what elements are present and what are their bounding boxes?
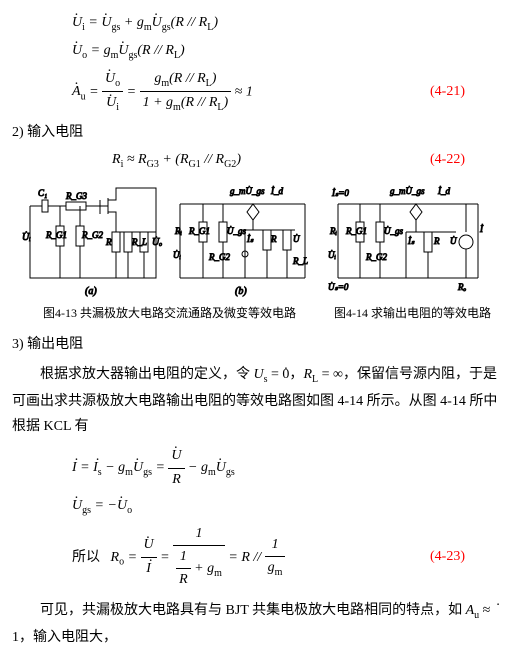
equation-7: 所以 Ro = UI = 1 1R + gm = R // 1gm (4-23): [72, 523, 505, 592]
svg-text:R_G2: R_G2: [365, 252, 387, 262]
svg-text:İ: İ: [479, 224, 484, 234]
svg-text:R_L: R_L: [131, 237, 147, 247]
svg-text:U̇_gs: U̇_gs: [227, 226, 246, 236]
svg-text:U̇ᵢ: U̇ᵢ: [328, 250, 336, 260]
svg-text:İₛ: İₛ: [407, 236, 415, 246]
svg-text:U̇: U̇: [450, 236, 457, 246]
svg-text:R: R: [270, 234, 277, 244]
svg-text:g_mU̇_gs: g_mU̇_gs: [390, 186, 425, 196]
figure-4-14: İₛ=0 g_mU̇_gs İ_d Rᵢ U̇_gs R_G1 R_G2 İₛ …: [328, 182, 498, 323]
svg-text:U̇: U̇: [293, 234, 300, 244]
eq-number-4-22: (4-22): [430, 149, 505, 171]
circuit-a-b-svg: C₁ R_G3 U̇ᵢ R_G1 R_G2 R R_L U̇ₒ (a): [20, 182, 320, 302]
figures-row: C₁ R_G3 U̇ᵢ R_G1 R_G2 R R_L U̇ₒ (a): [12, 182, 505, 323]
svg-text:U̇_gs: U̇_gs: [384, 226, 403, 236]
equation-3: Au = UoUi = gm(R // RL)1 + gm(R // RL) ≈…: [72, 68, 505, 117]
svg-text:U̇ᵢ: U̇ᵢ: [173, 250, 181, 260]
section-2-heading: 2) 输入电阻: [12, 122, 505, 144]
svg-text:R: R: [433, 236, 440, 246]
svg-text:(b): (b): [235, 286, 247, 297]
figure-4-14-caption: 图4-14 求输出电阻的等效电路: [334, 304, 491, 323]
svg-text:İₛ=0: İₛ=0: [331, 188, 349, 198]
svg-text:R_G2: R_G2: [81, 230, 103, 240]
section-3-heading: 3) 输出电阻: [12, 334, 505, 356]
svg-text:Rᵢ: Rᵢ: [329, 226, 337, 236]
svg-text:R_G1: R_G1: [45, 230, 67, 240]
svg-text:U̇ᵢ: U̇ᵢ: [22, 232, 31, 244]
equation-4: Ri ≈ RG3 + (RG1 // RG2) (4-22): [112, 149, 505, 173]
svg-text:U̇ₛ=0: U̇ₛ=0: [328, 282, 349, 292]
svg-text:(a): (a): [85, 286, 97, 297]
svg-text:R_G3: R_G3: [65, 191, 87, 201]
paragraph-1: 根据求放大器输出电阻的定义，令 Us = 0，RL = ∞，保留信号源内阻，于是…: [12, 362, 505, 439]
svg-text:Rₒ: Rₒ: [457, 282, 466, 292]
figure-4-13-caption: 图4-13 共漏极放大电路交流通路及微变等效电路: [43, 304, 296, 323]
paragraph-2: 可见，共漏极放大电路具有与 BJT 共集电极放大电路相同的特点，如 Au ≈ 1…: [12, 598, 505, 650]
svg-text:Rᵢ: Rᵢ: [174, 226, 182, 236]
equation-6: Ugs = −Uo: [72, 495, 505, 519]
equation-5: I = Is − gmUgs = UR − gmUgs: [72, 445, 505, 491]
figure-4-13: C₁ R_G3 U̇ᵢ R_G1 R_G2 R R_L U̇ₒ (a): [20, 182, 320, 323]
svg-text:R: R: [105, 237, 112, 247]
svg-text:R_G2: R_G2: [208, 252, 230, 262]
eq-number-4-21: (4-21): [430, 81, 505, 103]
equation-1: Ui = Ugs + gmUgs(R // RL): [72, 12, 505, 36]
svg-text:İ_d: İ_d: [270, 186, 283, 196]
svg-text:İₛ: İₛ: [246, 234, 254, 244]
svg-text:İ_d: İ_d: [437, 186, 450, 196]
equation-2: Uo = gmUgs(R // RL): [72, 40, 505, 64]
svg-text:R_G1: R_G1: [188, 226, 210, 236]
svg-text:R_G1: R_G1: [345, 226, 367, 236]
eq-number-4-23: (4-23): [430, 546, 505, 568]
svg-text:C₁: C₁: [38, 188, 47, 198]
svg-text:U̇ₒ: U̇ₒ: [152, 237, 162, 249]
svg-text:R_L: R_L: [292, 256, 308, 266]
circuit-c-svg: İₛ=0 g_mU̇_gs İ_d Rᵢ U̇_gs R_G1 R_G2 İₛ …: [328, 182, 498, 302]
svg-text:g_mU̇_gs: g_mU̇_gs: [230, 186, 265, 196]
